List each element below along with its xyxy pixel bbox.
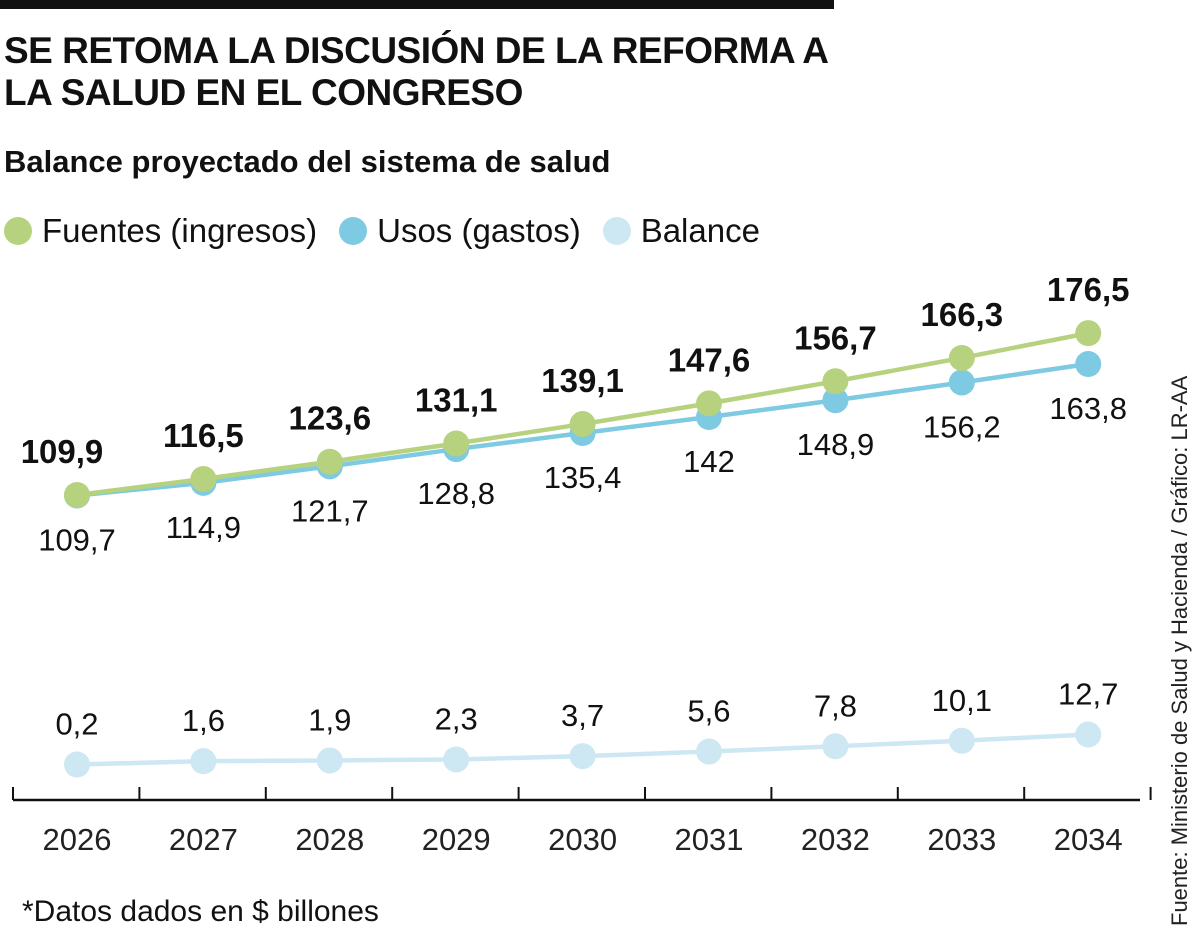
data-label: 156,7 <box>794 319 877 356</box>
data-point <box>948 727 975 754</box>
legend-dot-icon <box>602 217 631 245</box>
data-label: 7,8 <box>814 688 857 723</box>
data-point <box>443 746 470 773</box>
data-point <box>64 482 90 508</box>
data-point <box>1075 721 1102 748</box>
data-label: 139,1 <box>541 362 624 399</box>
data-point <box>948 369 975 396</box>
legend-item-balance: Balance <box>602 212 760 250</box>
legend-label: Fuentes (ingresos) <box>42 212 318 249</box>
x-tick-label: 2031 <box>675 822 744 857</box>
data-point <box>822 368 849 395</box>
data-point <box>822 733 849 760</box>
x-tick-label: 2028 <box>295 822 364 857</box>
data-point <box>822 387 849 414</box>
x-tick-label: 2027 <box>169 822 238 857</box>
data-label: 131,1 <box>415 381 498 418</box>
x-tick-label: 2026 <box>43 822 112 857</box>
data-label: 148,9 <box>797 427 875 462</box>
x-tick-label: 2033 <box>927 822 996 857</box>
data-point <box>190 748 217 775</box>
legend-dot-icon <box>339 217 368 245</box>
data-label: 121,7 <box>291 493 369 528</box>
data-label: 0,2 <box>55 707 98 742</box>
legend-item-fuentes: Fuentes (ingresos) <box>4 212 317 250</box>
data-point <box>190 465 217 492</box>
data-point <box>316 747 343 774</box>
data-point <box>316 448 343 475</box>
data-point <box>1075 351 1102 378</box>
x-tick-label: 2032 <box>801 822 870 857</box>
data-point <box>569 411 596 438</box>
footnote: *Datos dados en $ billones <box>22 895 379 928</box>
data-label: 163,8 <box>1049 391 1127 426</box>
source-credit: Fuente: Ministerio de Salud y Hacienda /… <box>1167 375 1192 926</box>
data-label: 109,7 <box>38 522 116 557</box>
legend-label: Usos (gastos) <box>377 212 581 249</box>
data-label: 5,6 <box>687 694 730 729</box>
data-label: 123,6 <box>289 400 372 437</box>
data-point <box>1075 320 1102 347</box>
x-tick-label: 2029 <box>422 822 491 857</box>
data-label: 10,1 <box>932 683 992 718</box>
data-point <box>443 430 470 457</box>
data-point <box>696 738 722 765</box>
data-label: 135,4 <box>544 460 622 495</box>
data-label: 1,9 <box>308 702 351 737</box>
legend-label: Balance <box>640 212 760 249</box>
data-label: 114,9 <box>166 510 241 545</box>
data-point <box>948 344 975 371</box>
data-label: 147,6 <box>668 341 751 378</box>
data-label: 3,7 <box>561 698 604 733</box>
data-label: 142 <box>683 444 735 479</box>
data-label: 116,5 <box>163 417 244 454</box>
data-label: 128,8 <box>417 476 495 511</box>
chart-subtitle: Balance proyectado del sistema de salud <box>4 144 611 179</box>
data-label: 2,3 <box>435 701 478 736</box>
legend-dot-icon <box>4 217 32 245</box>
x-tick-label: 2030 <box>548 822 617 857</box>
legend-item-usos: Usos (gastos) <box>339 212 581 250</box>
data-label: 12,7 <box>1058 677 1118 712</box>
data-label: 109,9 <box>21 433 104 470</box>
data-point <box>64 751 90 778</box>
data-label: 166,3 <box>921 296 1004 333</box>
x-tick-label: 2034 <box>1054 822 1123 857</box>
data-point <box>696 390 722 417</box>
legend: Fuentes (ingresos) Usos (gastos) Balance <box>4 212 782 250</box>
top-rule <box>0 0 834 9</box>
chart-title: SE RETOMA LA DISCUSIÓN DE LA REFORMA A L… <box>4 30 828 113</box>
data-point <box>569 743 596 770</box>
data-label: 1,6 <box>182 703 225 738</box>
data-label: 156,2 <box>923 409 1001 444</box>
data-label: 176,5 <box>1047 271 1130 308</box>
